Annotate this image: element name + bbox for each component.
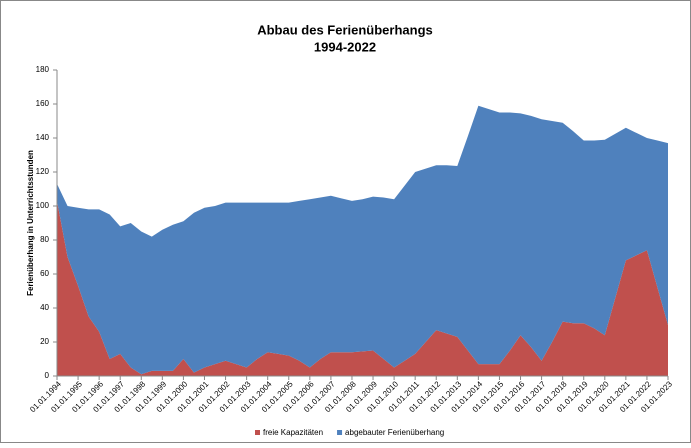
chart-title: Abbau des Ferienüberhangs — [257, 22, 433, 37]
y-tick-label: 160 — [36, 99, 50, 108]
y-axis-label: Ferienüberhang in Unterrichtsstunden — [26, 150, 35, 296]
y-tick-label: 180 — [36, 65, 50, 74]
chart-subtitle: 1994-2022 — [314, 39, 376, 54]
y-tick-label: 80 — [40, 235, 49, 244]
area — [57, 105, 668, 375]
legend-label: freie Kapazitäten — [263, 428, 323, 437]
y-tick-label: 40 — [40, 303, 49, 312]
legend-swatch — [337, 430, 343, 435]
y-tick-label: 120 — [36, 167, 50, 176]
y-tick-label: 140 — [36, 133, 50, 142]
y-tick-label: 20 — [40, 337, 49, 346]
y-tick-label: 100 — [36, 201, 50, 210]
legend-label: abgebauter Ferienüberhang — [345, 428, 444, 437]
y-tick-label: 60 — [40, 269, 49, 278]
area — [57, 200, 668, 376]
y-tick-label: 0 — [45, 371, 50, 380]
legend-swatch — [255, 430, 260, 435]
